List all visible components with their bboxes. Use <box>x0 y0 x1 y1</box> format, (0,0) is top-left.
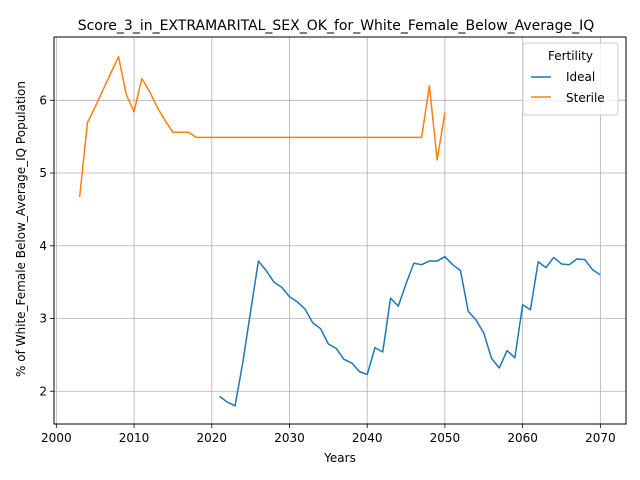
legend-title: Fertility <box>548 49 593 63</box>
x-tick-label: 2020 <box>196 431 227 445</box>
plot-area-frame <box>53 36 627 425</box>
x-tick-label: 2070 <box>585 431 616 445</box>
y-tick-label: 6 <box>39 93 47 107</box>
legend-label-sterile: Sterile <box>566 91 605 105</box>
x-tick-label: 2050 <box>430 431 461 445</box>
x-tick-label: 2000 <box>41 431 72 445</box>
legend: Fertility Ideal Sterile <box>522 42 619 116</box>
chart-title: Score_3_in_EXTRAMARITAL_SEX_OK_for_White… <box>78 18 595 34</box>
y-tick-label: 2 <box>39 384 47 398</box>
y-tick-label: 3 <box>39 312 47 326</box>
y-axis-label: % of White_Female Below_Average_IQ Popul… <box>14 81 28 377</box>
x-axis-ticks: 2000 2010 2020 2030 2040 2050 2060 2070 <box>41 424 616 445</box>
x-tick-label: 2030 <box>274 431 305 445</box>
series-line-ideal <box>219 255 601 407</box>
y-axis-ticks: 2 3 4 5 6 <box>39 93 54 398</box>
x-tick-label: 2040 <box>352 431 383 445</box>
series-line-sterile <box>78 55 446 198</box>
x-axis-label: Years <box>323 451 356 465</box>
x-tick-label: 2060 <box>507 431 538 445</box>
x-tick-label: 2010 <box>119 431 150 445</box>
series-lines <box>78 55 601 407</box>
y-tick-label: 4 <box>39 239 47 253</box>
y-tick-label: 5 <box>39 166 47 180</box>
legend-label-ideal: Ideal <box>566 70 595 84</box>
